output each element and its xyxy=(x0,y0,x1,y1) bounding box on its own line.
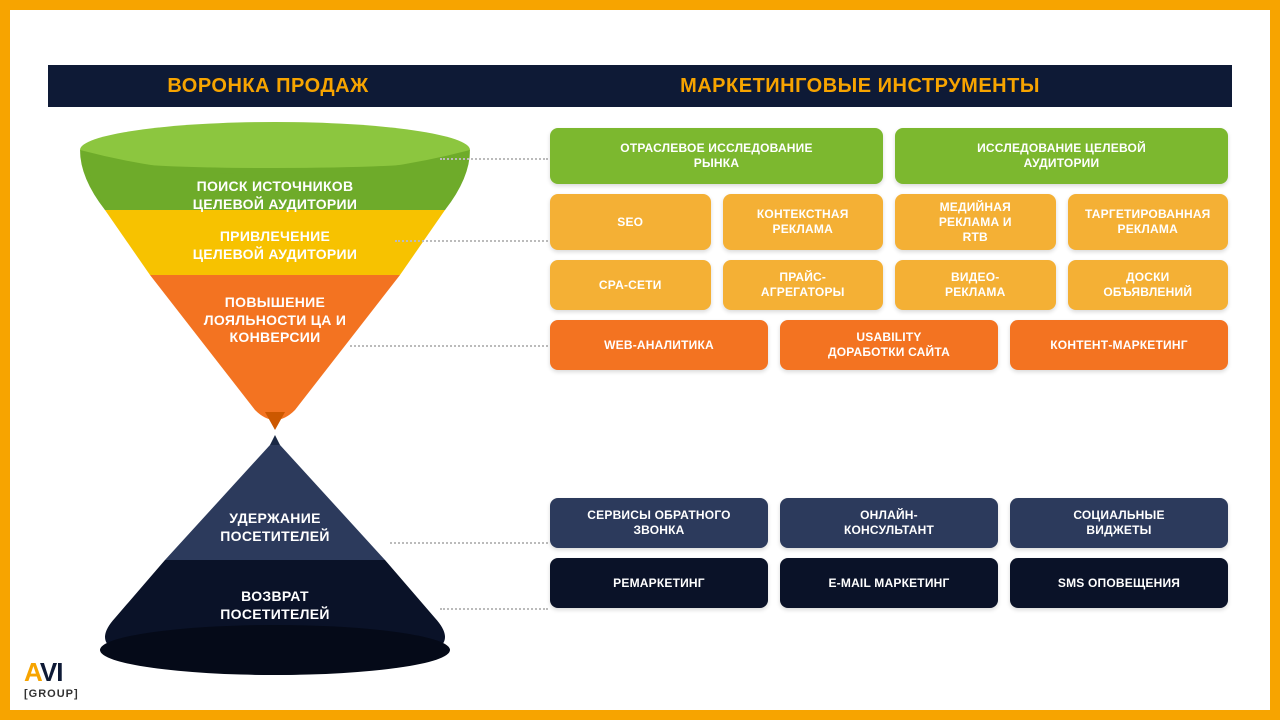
tools-row-5: СЕРВИСЫ ОБРАТНОГОЗВОНКАОНЛАЙН-КОНСУЛЬТАН… xyxy=(550,498,1228,548)
tool-box: ТАРГЕТИРОВАННАЯРЕКЛАМА xyxy=(1068,194,1229,250)
tool-box: SEO xyxy=(550,194,711,250)
logo-group-text: [GROUP] xyxy=(24,688,79,700)
sales-funnel: ПОИСК ИСТОЧНИКОВЦЕЛЕВОЙ АУДИТОРИИ ПРИВЛЕ… xyxy=(65,120,485,680)
funnel-stage-2-label: ПРИВЛЕЧЕНИЕЦЕЛЕВОЙ АУДИТОРИИ xyxy=(165,228,385,263)
connector-line xyxy=(440,608,548,610)
funnel-stage-1-label: ПОИСК ИСТОЧНИКОВЦЕЛЕВОЙ АУДИТОРИИ xyxy=(145,178,405,213)
tool-box: ДОСКИОБЪЯВЛЕНИЙ xyxy=(1068,260,1229,310)
tool-box: USABILITYДОРАБОТКИ САЙТА xyxy=(780,320,998,370)
tool-box: ПРАЙС-АГРЕГАТОРЫ xyxy=(723,260,884,310)
connector-line xyxy=(390,542,548,544)
tool-box: РЕМАРКЕТИНГ xyxy=(550,558,768,608)
tool-box: ИССЛЕДОВАНИЕ ЦЕЛЕВОЙАУДИТОРИИ xyxy=(895,128,1228,184)
tool-box: ОТРАСЛЕВОЕ ИССЛЕДОВАНИЕРЫНКА xyxy=(550,128,883,184)
marketing-tools: ОТРАСЛЕВОЕ ИССЛЕДОВАНИЕРЫНКАИССЛЕДОВАНИЕ… xyxy=(550,128,1228,618)
tool-box: МЕДИЙНАЯРЕКЛАМА ИRTB xyxy=(895,194,1056,250)
funnel-stage-5-label: ВОЗВРАТПОСЕТИТЕЛЕЙ xyxy=(185,588,365,623)
connector-line xyxy=(440,158,548,160)
logo-letters-vi: VI xyxy=(40,657,63,687)
header-funnel-title: ВОРОНКА ПРОДАЖ xyxy=(48,65,488,107)
funnel-stage-4-label: УДЕРЖАНИЕПОСЕТИТЕЛЕЙ xyxy=(185,510,365,545)
header: ВОРОНКА ПРОДАЖ МАРКЕТИНГОВЫЕ ИНСТРУМЕНТЫ xyxy=(48,65,1232,107)
tool-box: КОНТЕКСТНАЯРЕКЛАМА xyxy=(723,194,884,250)
tools-row-6: РЕМАРКЕТИНГE-MAIL МАРКЕТИНГSMS ОПОВЕЩЕНИ… xyxy=(550,558,1228,608)
connector-line xyxy=(395,240,548,242)
tool-box: SMS ОПОВЕЩЕНИЯ xyxy=(1010,558,1228,608)
tool-box: E-MAIL МАРКЕТИНГ xyxy=(780,558,998,608)
avi-group-logo: AVI [GROUP] xyxy=(24,657,79,700)
tool-box: WEB-АНАЛИТИКА xyxy=(550,320,768,370)
tool-box: CPA-СЕТИ xyxy=(550,260,711,310)
tools-row-2: SEOКОНТЕКСТНАЯРЕКЛАМАМЕДИЙНАЯРЕКЛАМА ИRT… xyxy=(550,194,1228,250)
tool-box: СОЦИАЛЬНЫЕВИДЖЕТЫ xyxy=(1010,498,1228,548)
tool-box: ОНЛАЙН-КОНСУЛЬТАНТ xyxy=(780,498,998,548)
tools-row-3: CPA-СЕТИПРАЙС-АГРЕГАТОРЫВИДЕО-РЕКЛАМАДОС… xyxy=(550,260,1228,310)
tool-box: ВИДЕО-РЕКЛАМА xyxy=(895,260,1056,310)
tools-row-4: WEB-АНАЛИТИКАUSABILITYДОРАБОТКИ САЙТАКОН… xyxy=(550,320,1228,370)
tool-box: КОНТЕНТ-МАРКЕТИНГ xyxy=(1010,320,1228,370)
logo-letter-a: A xyxy=(24,657,40,687)
connector-line xyxy=(350,345,548,347)
tool-box: СЕРВИСЫ ОБРАТНОГОЗВОНКА xyxy=(550,498,768,548)
header-tools-title: МАРКЕТИНГОВЫЕ ИНСТРУМЕНТЫ xyxy=(488,65,1232,107)
tools-row-1: ОТРАСЛЕВОЕ ИССЛЕДОВАНИЕРЫНКАИССЛЕДОВАНИЕ… xyxy=(550,128,1228,184)
funnel-stage-3-label: ПОВЫШЕНИЕЛОЯЛЬНОСТИ ЦА ИКОНВЕРСИИ xyxy=(175,294,375,347)
